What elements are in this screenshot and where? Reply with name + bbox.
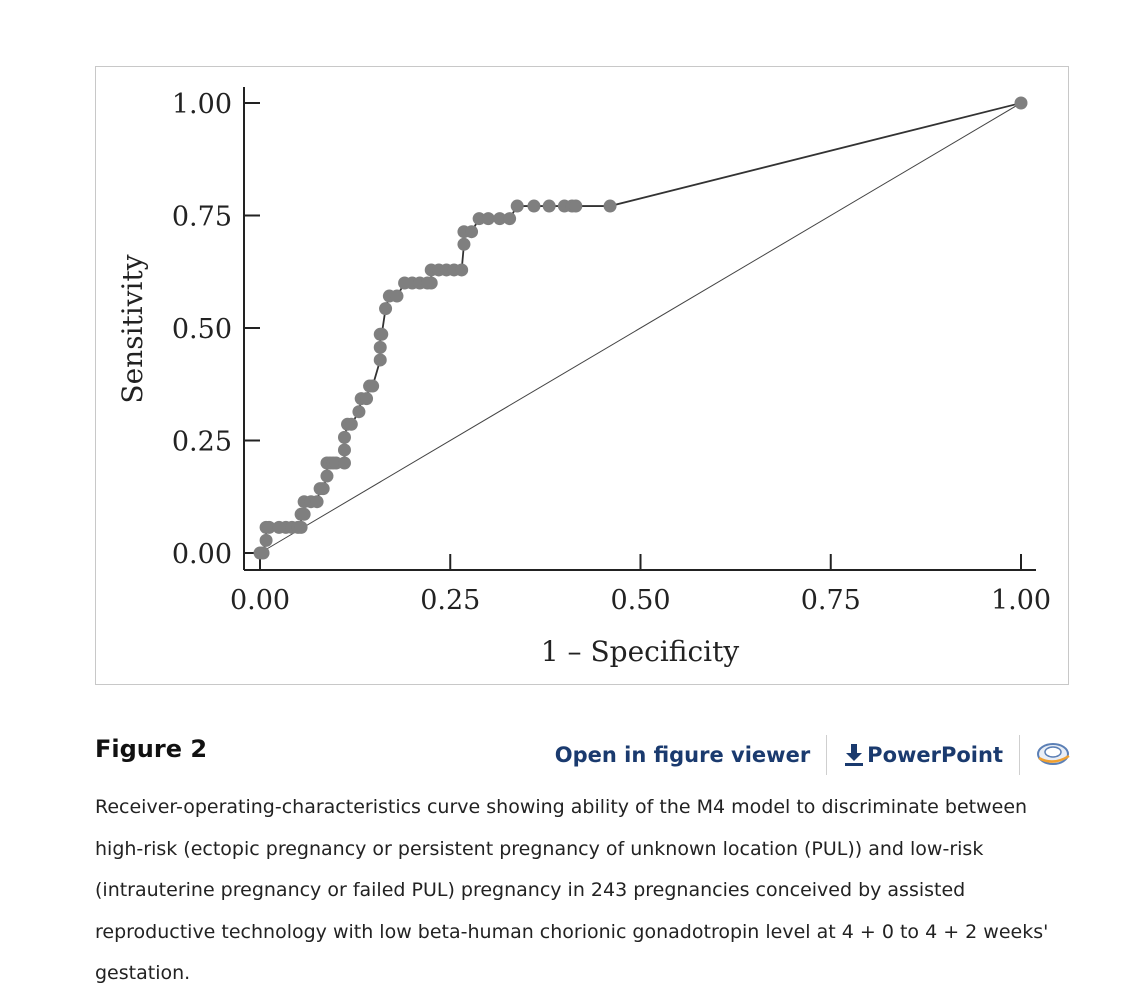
figure-title: Figure 2 <box>95 735 208 763</box>
reference-diagonal-line <box>259 102 1022 554</box>
figure-viewer-icon[interactable] <box>1036 742 1072 768</box>
x-tick-label: 0.75 <box>801 585 861 616</box>
powerpoint-download-link[interactable]: PowerPoint <box>843 743 1003 767</box>
open-figure-viewer-label: Open in figure viewer <box>554 743 811 767</box>
roc-point <box>259 533 273 547</box>
roc-point <box>360 392 374 406</box>
y-tick-label: 0.75 <box>172 202 232 233</box>
roc-point <box>1014 96 1028 110</box>
x-tick-label: 0.25 <box>420 585 480 616</box>
roc-point <box>297 507 311 521</box>
roc-point <box>316 482 330 496</box>
figure-actions: Open in figure viewer PowerPoint <box>555 735 1072 775</box>
y-tick-label: 0.25 <box>172 427 232 458</box>
y-axis-label: Sensitivity <box>116 254 149 403</box>
action-separator <box>826 735 828 775</box>
roc-point <box>493 212 507 226</box>
x-tick-label: 0.50 <box>610 585 670 616</box>
x-tick-label: 0.00 <box>230 585 290 616</box>
roc-point <box>424 276 438 290</box>
roc-point <box>337 430 351 444</box>
roc-point <box>373 340 387 354</box>
action-separator <box>1019 735 1020 775</box>
powerpoint-label: PowerPoint <box>867 743 1003 767</box>
roc-point <box>366 379 380 393</box>
chart-labels: 0.00 0.25 0.50 0.75 1.00 0.00 0.25 0.50 0.75 1.00… <box>116 89 1051 668</box>
y-tick-label: 0.00 <box>172 539 232 570</box>
roc-point <box>337 443 351 457</box>
roc-point <box>503 212 517 226</box>
roc-point <box>373 353 387 367</box>
roc-point <box>375 327 389 341</box>
roc-point <box>603 199 617 213</box>
roc-point <box>262 520 276 534</box>
roc-chart: 0.00 0.25 0.50 0.75 1.00 0.00 0.25 0.50 0.75 1.00… <box>116 87 1051 668</box>
roc-point <box>256 546 270 560</box>
roc-point <box>472 212 486 226</box>
x-tick-label: 1.00 <box>991 585 1051 616</box>
roc-point <box>465 225 479 239</box>
roc-point <box>379 302 393 316</box>
roc-point <box>390 289 404 303</box>
roc-point <box>337 456 351 470</box>
roc-point <box>344 417 358 431</box>
roc-point <box>352 405 366 419</box>
figure-caption: Receiver-operating-characteristics curve… <box>95 796 1049 984</box>
y-tick-label: 0.50 <box>172 314 232 345</box>
chart-lines <box>259 102 1022 554</box>
roc-point <box>457 237 471 251</box>
roc-point <box>481 212 495 226</box>
roc-point <box>569 199 583 213</box>
y-tick-label: 1.00 <box>172 89 232 120</box>
x-axis-label: 1 – Specificity <box>541 635 739 668</box>
download-icon <box>843 743 865 767</box>
roc-point <box>294 520 308 534</box>
figure-frame: 0.00 0.25 0.50 0.75 1.00 0.00 0.25 0.50 0.75 1.00… <box>95 66 1069 685</box>
roc-point <box>455 263 469 277</box>
chart-markers <box>253 96 1028 560</box>
roc-point <box>510 199 524 213</box>
roc-point <box>310 495 324 509</box>
roc-point <box>320 469 334 483</box>
roc-point <box>542 199 556 213</box>
roc-point <box>527 199 541 213</box>
axes <box>243 87 1036 571</box>
open-figure-viewer-link[interactable]: Open in figure viewer <box>555 743 810 767</box>
